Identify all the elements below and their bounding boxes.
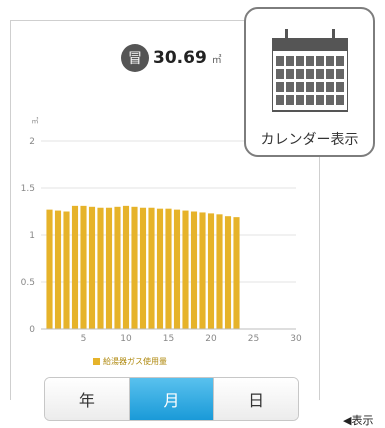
bar (46, 209, 53, 329)
calendar-view-label: カレンダー表示 (260, 132, 359, 148)
x-tick-label: 5 (81, 334, 87, 341)
x-tick-label: 15 (163, 334, 174, 341)
bar (88, 206, 96, 329)
bar (97, 207, 104, 329)
bar (165, 208, 172, 329)
period-segmented-control: 年 月 日 (44, 377, 299, 421)
bar (190, 211, 198, 329)
bar (71, 205, 79, 329)
y-tick-label: 0 (29, 325, 35, 335)
gas-meter-icon: 冒 (121, 44, 149, 72)
bar (54, 210, 62, 329)
x-tick-label: 20 (205, 334, 217, 341)
bar (207, 213, 215, 329)
bar (233, 217, 240, 329)
bar (173, 209, 181, 329)
y-axis-unit: ㎥ (32, 116, 39, 125)
bar (199, 212, 206, 329)
bar (80, 205, 87, 329)
total-value: 30.69 (153, 48, 207, 68)
bar (224, 216, 232, 329)
caption-text: ◀表示 (343, 414, 374, 427)
total-unit: ㎥ (211, 54, 222, 66)
calendar-icon (272, 29, 348, 112)
x-tick-label: 10 (120, 334, 132, 341)
y-tick-label: 1 (29, 231, 35, 241)
usage-chart-svg: 00.511.52㎥51015202530日 (21, 116, 302, 353)
tab-year[interactable]: 年 (45, 378, 130, 420)
usage-chart: 00.511.52㎥51015202530日 (11, 101, 321, 353)
tab-month[interactable]: 月 (129, 378, 215, 420)
y-tick-label: 2 (29, 137, 35, 147)
bar (122, 205, 130, 329)
legend-swatch (93, 358, 100, 365)
x-tick-label: 25 (248, 334, 259, 341)
bar (139, 207, 147, 329)
chart-legend: 給湯器ガス使用量 (93, 356, 167, 367)
bar (114, 206, 121, 329)
bar (216, 214, 223, 329)
bar (105, 207, 113, 329)
bar (182, 210, 189, 329)
tab-day[interactable]: 日 (214, 378, 298, 420)
y-tick-label: 1.5 (21, 184, 35, 194)
bar (63, 211, 70, 329)
bar (156, 208, 164, 329)
bar (131, 206, 138, 329)
calendar-view-button[interactable]: カレンダー表示 (244, 7, 375, 157)
y-tick-label: 0.5 (21, 278, 35, 288)
monthly-total: 冒 30.69 ㎥ (121, 41, 222, 75)
legend-label: 給湯器ガス使用量 (103, 357, 167, 366)
bar (148, 207, 155, 329)
x-tick-label: 30 (290, 334, 302, 341)
